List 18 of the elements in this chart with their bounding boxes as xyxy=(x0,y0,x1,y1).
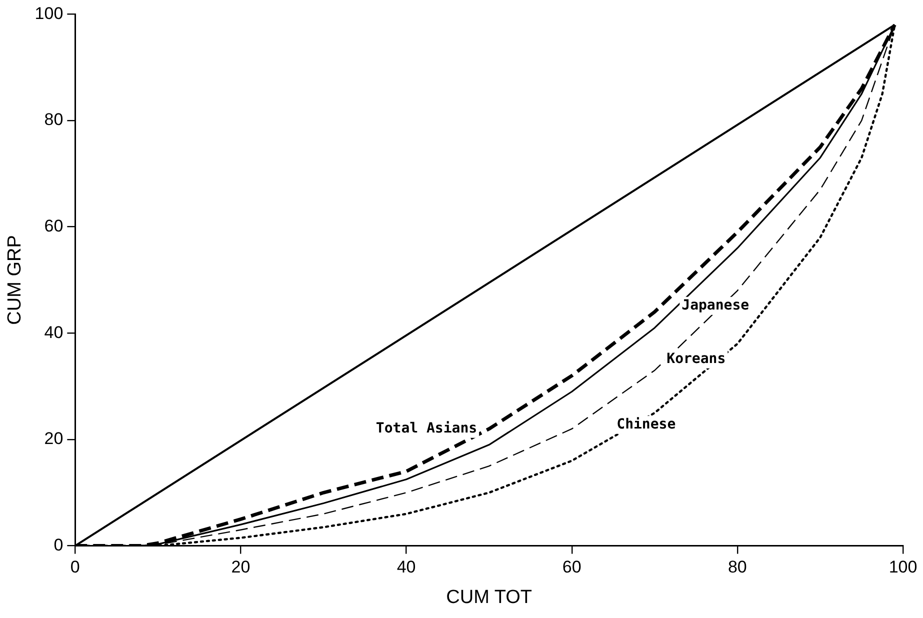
x-tick-label: 80 xyxy=(728,558,747,577)
x-tick-label: 60 xyxy=(562,558,582,577)
x-tick-label: 20 xyxy=(231,558,250,577)
series-label: Japanese xyxy=(682,297,750,314)
series-label: Koreans xyxy=(666,351,726,368)
series-label: Total Asians xyxy=(376,420,478,436)
y-tick-label: 100 xyxy=(34,4,64,23)
y-tick-label: 80 xyxy=(44,110,64,130)
x-tick-label: 0 xyxy=(70,558,80,577)
y-tick-label: 40 xyxy=(44,322,64,342)
y-axis-title: CUM GRP xyxy=(4,235,26,325)
x-tick-label: 40 xyxy=(396,558,416,577)
y-tick-label: 60 xyxy=(44,216,64,236)
x-axis-title: CUM TOT xyxy=(446,586,532,608)
y-tick-label: 20 xyxy=(44,429,64,448)
x-tick-label: 100 xyxy=(888,558,918,577)
series-label: Chinese xyxy=(616,416,676,433)
y-tick-label: 0 xyxy=(54,535,64,554)
